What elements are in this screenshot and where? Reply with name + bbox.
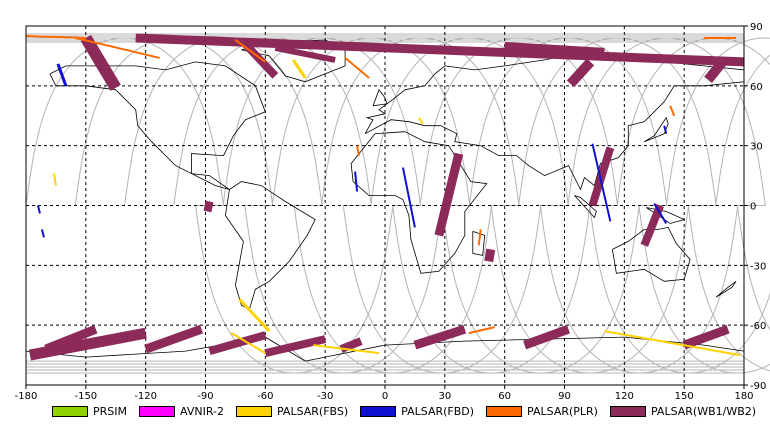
legend-label: AVNIR-2	[180, 404, 224, 418]
observation-swaths	[25, 33, 745, 361]
legend-label: PALSAR(WB1/WB2)	[650, 404, 757, 418]
lon-tick-label: -30	[317, 391, 333, 400]
lon-tick-label: 30	[438, 391, 451, 400]
swath-palsar-wb1-wb2	[413, 324, 467, 350]
legend-label: PALSAR(FBD)	[401, 404, 475, 418]
lon-tick-label: -120	[134, 391, 157, 400]
lon-tick-label: -180	[15, 391, 38, 400]
lon-tick-label: -150	[74, 391, 97, 400]
lon-tick-label: 150	[675, 391, 694, 400]
lon-tick-label: -60	[257, 391, 273, 400]
legend-item: AVNIR-2	[139, 405, 224, 418]
swath-palsar-wb1-wb2	[434, 152, 464, 237]
swath-palsar-fbs	[52, 173, 57, 186]
swath-palsar-wb1-wb2	[588, 146, 615, 207]
swath-palsar-fbd	[56, 63, 68, 87]
swath-palsar-fbd	[401, 167, 416, 228]
lat-tick-label: 0	[750, 202, 756, 213]
swath-palsar-fbd	[591, 143, 612, 222]
coastline	[49, 61, 266, 190]
legend-item: PALSAR(PLR)	[486, 405, 598, 418]
orbit-track	[518, 37, 770, 372]
swath-palsar-fbd	[40, 229, 45, 238]
swath-palsar-wb1-wb2	[28, 327, 147, 361]
coastline	[372, 88, 388, 107]
legend-item: PRSIM	[52, 405, 127, 418]
legend-swatch	[139, 405, 175, 417]
swath-palsar-fbd	[663, 125, 668, 134]
swath-palsar-plr	[344, 57, 370, 79]
lon-tick-label: 180	[734, 391, 753, 400]
swath-palsar-plr	[669, 105, 676, 117]
lon-tick-label: -90	[197, 391, 213, 400]
legend-item: PALSAR(FBD)	[360, 405, 474, 418]
lat-tick-label: -30	[750, 261, 766, 272]
swath-palsar-fbs	[313, 344, 380, 355]
swath-palsar-fbs	[418, 117, 424, 125]
swath-palsar-wb1-wb2	[484, 248, 496, 263]
swath-palsar-fbd	[36, 205, 41, 214]
coastline	[224, 181, 316, 310]
lat-tick-label: 30	[750, 142, 763, 153]
legend-swatch	[486, 405, 523, 417]
swath-palsar-wb1-wb2	[682, 324, 730, 350]
coastline	[644, 116, 669, 143]
coastline	[715, 280, 737, 298]
swath-palsar-plr	[75, 36, 160, 59]
orbit-track	[715, 54, 770, 206]
swath-palsar-wb1-wb2	[274, 44, 336, 63]
swath-palsar-plr	[356, 145, 361, 156]
swath-palsar-fbd	[653, 202, 668, 224]
swath-palsar-fbd	[354, 171, 359, 192]
lat-tick-label: 90	[750, 22, 763, 33]
swath-palsar-plr	[25, 34, 86, 39]
legend-label: PALSAR(PLR)	[527, 404, 598, 418]
swath-palsar-wb1-wb2	[208, 331, 267, 355]
swath-palsar-plr	[477, 229, 482, 246]
coastline	[612, 226, 691, 282]
legend-swatch	[360, 405, 397, 417]
legend-swatch	[52, 405, 88, 417]
swath-palsar-wb1-wb2	[504, 41, 605, 56]
coastline	[350, 131, 488, 274]
legend-label: PRSIM	[93, 404, 127, 418]
swath-palsar-wb1-wb2	[704, 56, 728, 83]
world-coverage-map: -180 -150 -120 -90 -60 -30 0 30 60 90 120 150 180 90 6…	[15, 22, 770, 400]
coastline	[574, 195, 597, 219]
swath-palsar-wb1-wb2	[640, 204, 664, 247]
orbit-track	[74, 37, 443, 374]
swath-palsar-wb1-wb2	[264, 335, 327, 357]
legend-label: PALSAR(FBS)	[276, 404, 349, 418]
lat-tick-label: -90	[750, 381, 766, 392]
legend-swatch	[609, 405, 646, 417]
swath-palsar-fbs	[230, 332, 266, 354]
legend-item: PALSAR(WB1/WB2)	[609, 404, 757, 418]
lon-tick-label: 120	[615, 391, 634, 400]
lon-tick-label: 90	[558, 391, 571, 400]
swath-palsar-plr	[468, 326, 495, 335]
swath-palsar-wb1-wb2	[566, 58, 595, 88]
orbit-tracks	[25, 33, 770, 374]
swath-palsar-wb1-wb2	[80, 34, 121, 91]
swath-palsar-wb1-wb2	[203, 200, 214, 213]
legend-swatch	[235, 405, 272, 417]
lon-tick-label: 0	[382, 391, 388, 400]
lat-tick-label: 60	[750, 82, 763, 93]
lon-tick-label: 60	[498, 391, 511, 400]
swath-palsar-fbs	[604, 330, 741, 357]
swath-palsar-fbs	[292, 59, 307, 79]
swath-palsar-wb1-wb2	[523, 324, 571, 350]
legend-item: PALSAR(FBS)	[235, 404, 349, 418]
lat-tick-label: -60	[750, 321, 766, 332]
swath-palsar-wb1-wb2	[339, 337, 363, 353]
sensor-legend: PRSIM AVNIR-2 PALSAR(FBS) PALSAR(FBD) PALSAR…	[52, 403, 768, 419]
swath-palsar-fbs	[238, 298, 271, 333]
swath-palsar-plr	[234, 39, 266, 63]
orbit-track	[321, 37, 690, 374]
swath-palsar-wb1-wb2	[144, 324, 204, 354]
axis-ticks: -180 -150 -120 -90 -60 -30 0 30 60 90 120 150 180 90 6…	[15, 22, 767, 400]
